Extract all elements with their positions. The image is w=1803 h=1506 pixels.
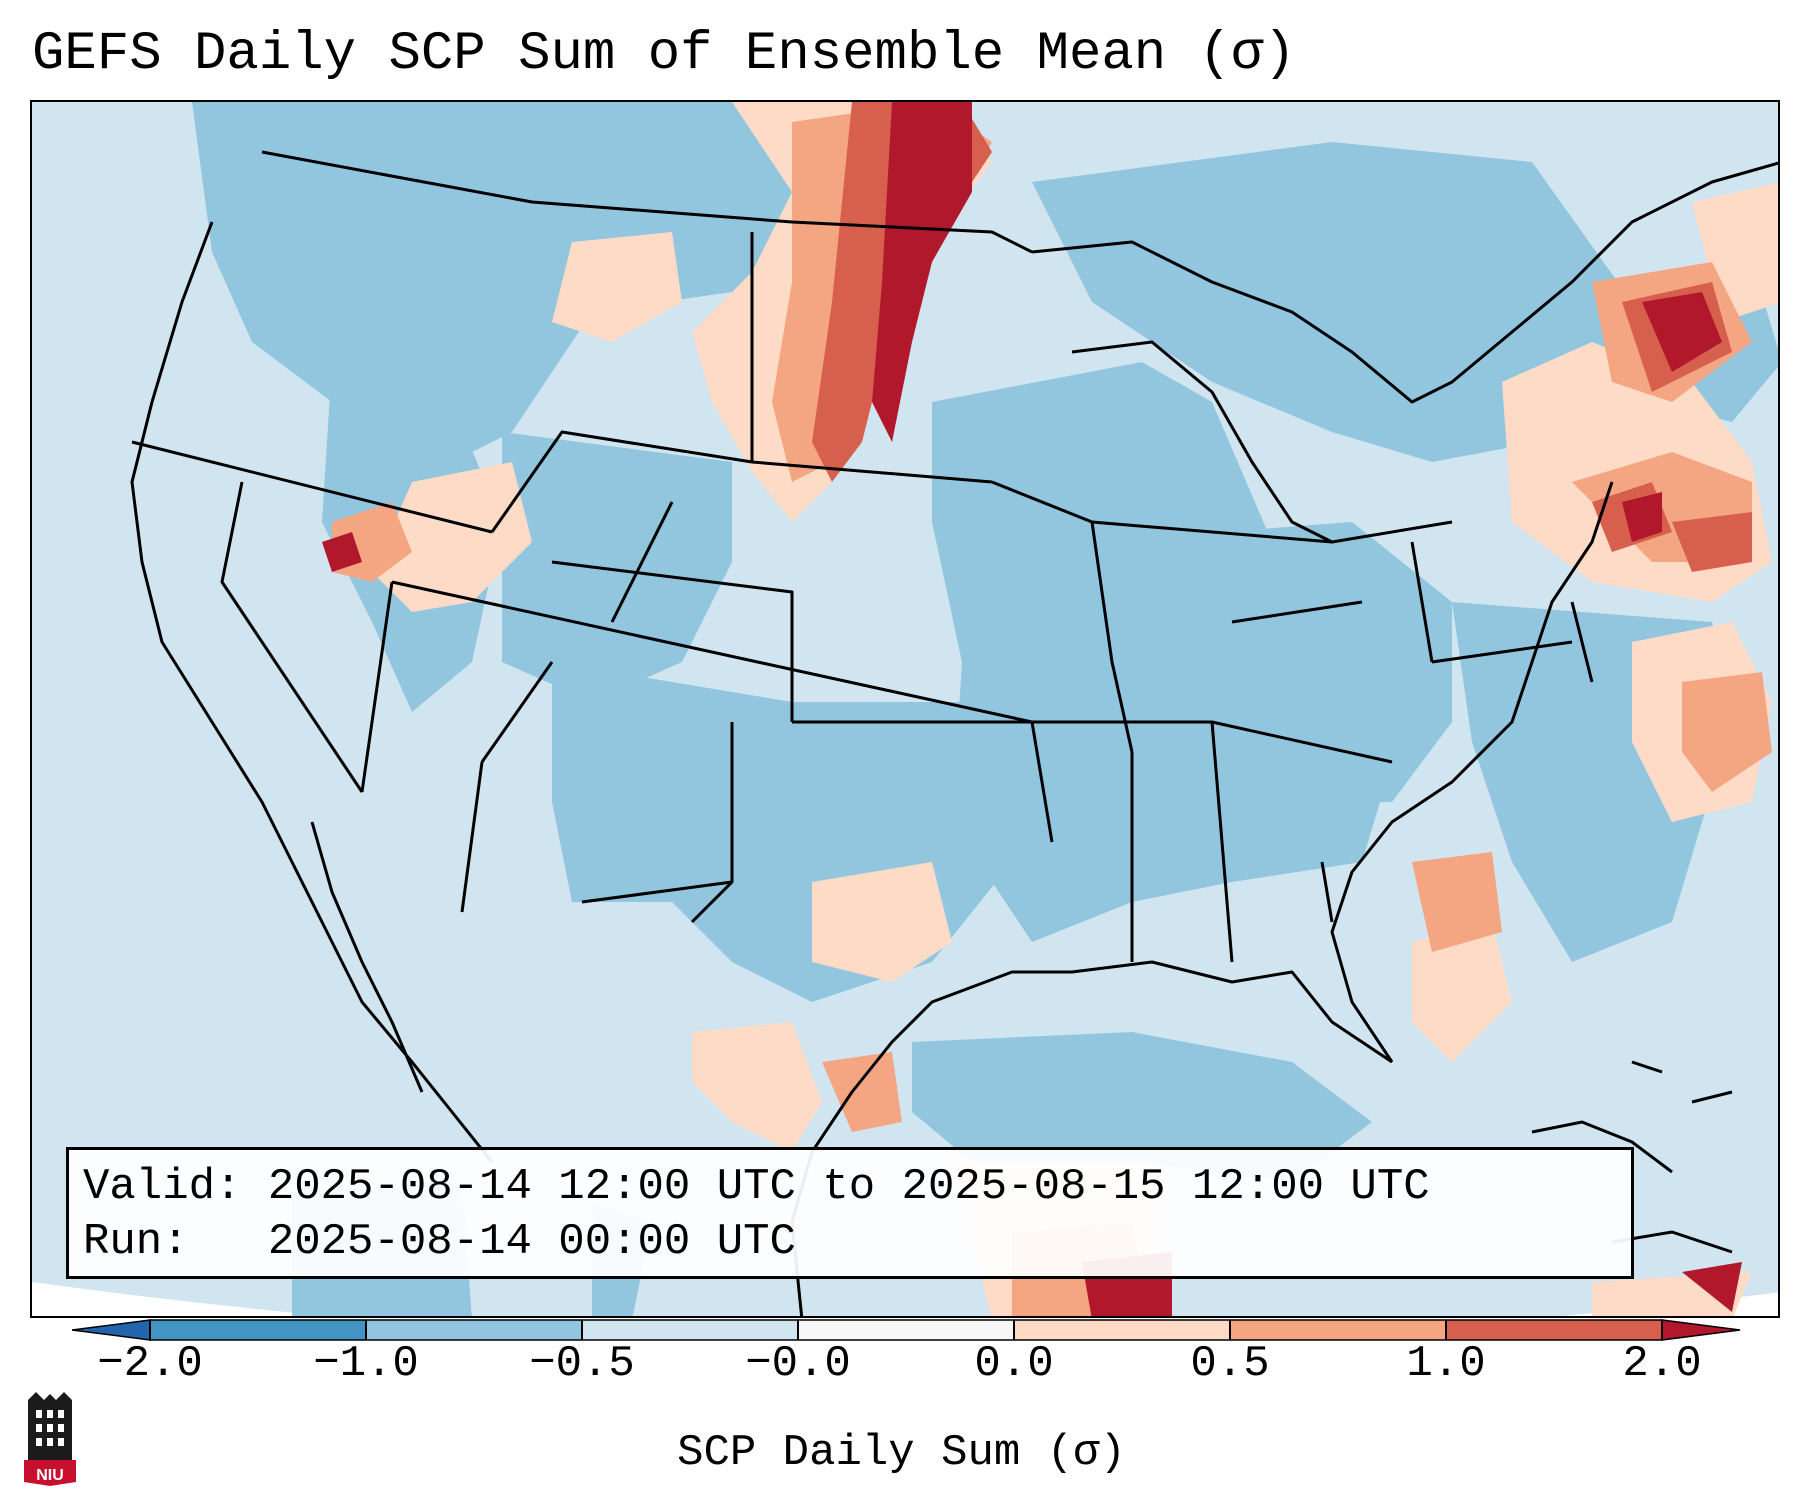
colorbar-segment-3 [582, 1320, 798, 1340]
run-value: 2025-08-14 00:00 UTC [267, 1217, 796, 1267]
colorbar-segment-5 [1014, 1320, 1230, 1340]
run-label: Run: [83, 1217, 189, 1267]
logo-text: NIU [36, 1467, 64, 1484]
valid-value: 2025-08-14 12:00 UTC to 2025-08-15 12:00… [267, 1162, 1430, 1212]
colorbar-label: SCP Daily Sum (σ) [677, 1428, 1126, 1478]
colorbar-segment-2 [366, 1320, 582, 1340]
colorbar-segment-1 [150, 1320, 366, 1340]
valid-label: Valid: [83, 1162, 242, 1212]
colorbar-tick-label: −0.0 [745, 1339, 851, 1389]
chart-title: GEFS Daily SCP Sum of Ensemble Mean (σ) [32, 24, 1296, 85]
valid-run-info-box: Valid: 2025-08-14 12:00 UTC to 2025-08-1… [66, 1147, 1634, 1279]
colorbar-tick-label: 0.0 [974, 1339, 1054, 1389]
colorbar-ticks: −2.0 −1.0 −0.5 −0.0 0.0 0.5 1.0 2.0 [0, 1336, 1803, 1396]
colorbar-tick-label: −0.5 [529, 1339, 635, 1389]
scp-map [32, 102, 1778, 1316]
colorbar-tick-label: −1.0 [313, 1339, 419, 1389]
colorbar-tick-label: 2.0 [1622, 1339, 1702, 1389]
map-panel [30, 100, 1780, 1318]
colorbar [72, 1319, 1741, 1341]
colorbar-tick-label: −2.0 [97, 1339, 203, 1389]
colorbar-tick-label: 0.5 [1190, 1339, 1270, 1389]
colorbar-segment-6 [1230, 1320, 1446, 1340]
niu-logo: NIU [24, 1392, 76, 1486]
colorbar-segment-4 [798, 1320, 1014, 1340]
coastlines-borders [130, 150, 1778, 1316]
colorbar-segment-7 [1446, 1320, 1662, 1340]
colorbar-tick-label: 1.0 [1406, 1339, 1486, 1389]
